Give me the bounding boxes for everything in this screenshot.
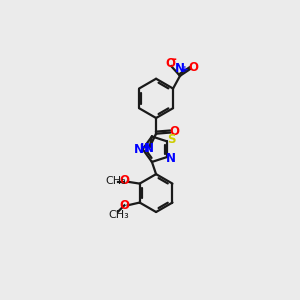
Text: CH₃: CH₃ xyxy=(109,210,130,220)
Text: -: - xyxy=(172,53,176,66)
Text: O: O xyxy=(119,174,129,187)
Text: +: + xyxy=(181,65,189,74)
Text: O: O xyxy=(165,57,175,70)
Text: N: N xyxy=(166,152,176,165)
Text: N: N xyxy=(134,143,144,156)
Text: O: O xyxy=(188,61,198,74)
Text: S: S xyxy=(167,133,175,146)
Text: N: N xyxy=(144,142,154,155)
Text: O: O xyxy=(119,199,129,212)
Text: H: H xyxy=(140,142,149,155)
Text: CH₃: CH₃ xyxy=(105,176,126,186)
Text: N: N xyxy=(175,62,185,75)
Text: O: O xyxy=(169,125,179,138)
